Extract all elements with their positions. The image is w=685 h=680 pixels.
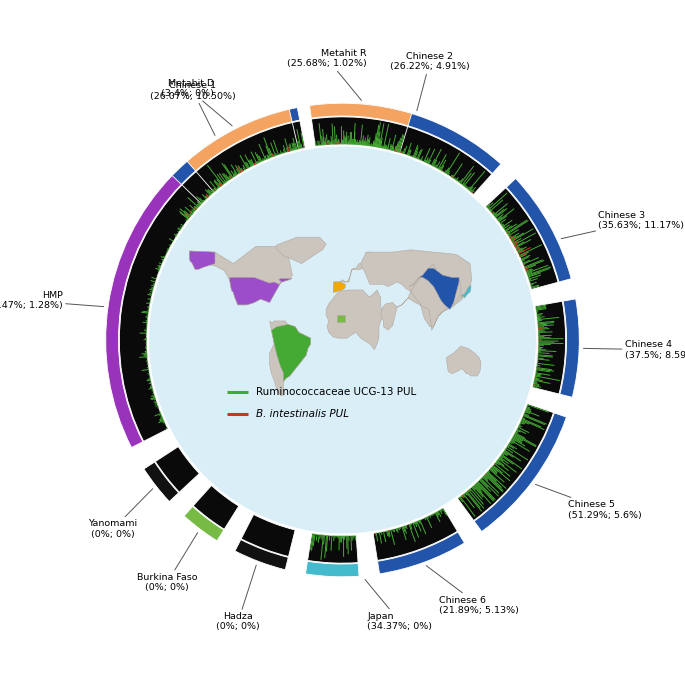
Wedge shape (193, 486, 239, 529)
Wedge shape (235, 540, 288, 570)
Wedge shape (310, 103, 412, 126)
Polygon shape (270, 321, 310, 396)
Text: Chinese 1
(26.07%; 10.50%): Chinese 1 (26.07%; 10.50%) (150, 81, 236, 135)
Wedge shape (474, 413, 566, 532)
Wedge shape (458, 404, 553, 520)
Polygon shape (338, 315, 345, 322)
Polygon shape (409, 268, 459, 309)
Text: Chinese 6
(21.89%; 5.13%): Chinese 6 (21.89%; 5.13%) (426, 566, 519, 615)
Wedge shape (155, 447, 199, 492)
Polygon shape (276, 237, 326, 264)
Polygon shape (326, 290, 384, 350)
Wedge shape (560, 299, 580, 397)
Wedge shape (306, 561, 359, 577)
Text: Yanomami
(0%; 0%): Yanomami (0%; 0%) (88, 489, 153, 539)
Circle shape (150, 148, 535, 532)
Text: Chinese 2
(26.22%; 4.91%): Chinese 2 (26.22%; 4.91%) (390, 52, 470, 111)
Wedge shape (319, 117, 492, 194)
Wedge shape (187, 109, 292, 171)
Wedge shape (532, 301, 566, 394)
Text: Chinese 5
(51.29%; 5.6%): Chinese 5 (51.29%; 5.6%) (536, 484, 642, 520)
Text: Burkina Faso
(0%; 0%): Burkina Faso (0%; 0%) (137, 532, 198, 592)
Polygon shape (461, 286, 471, 298)
Text: Chinese 4
(37.5%; 8.59%): Chinese 4 (37.5%; 8.59%) (584, 340, 685, 360)
Wedge shape (144, 462, 179, 501)
Polygon shape (334, 282, 345, 292)
Text: Metahit R
(25.68%; 1.02%): Metahit R (25.68%; 1.02%) (287, 49, 367, 101)
Text: Hadza
(0%; 0%): Hadza (0%; 0%) (216, 565, 260, 632)
Polygon shape (229, 277, 292, 305)
Polygon shape (190, 251, 215, 269)
Wedge shape (318, 103, 501, 173)
Wedge shape (377, 532, 464, 574)
Text: HMP
(7.47%; 1.28%): HMP (7.47%; 1.28%) (0, 291, 103, 310)
Wedge shape (105, 175, 182, 447)
Wedge shape (156, 107, 300, 202)
Polygon shape (361, 250, 472, 330)
Polygon shape (447, 346, 481, 376)
Wedge shape (166, 121, 305, 220)
Wedge shape (312, 117, 408, 153)
Polygon shape (334, 252, 370, 291)
Text: Chinese 3
(35.63%; 11.17%): Chinese 3 (35.63%; 11.17%) (561, 211, 684, 239)
Text: B. intestinalis PUL: B. intestinalis PUL (256, 409, 349, 420)
Text: Metahit D
(3.4%; 0%): Metahit D (3.4%; 0%) (162, 79, 232, 126)
Wedge shape (241, 515, 295, 556)
Wedge shape (119, 185, 201, 441)
Wedge shape (373, 508, 458, 560)
Polygon shape (271, 324, 310, 381)
Wedge shape (196, 122, 299, 192)
Text: Ruminococcaceae UCG-13 PUL: Ruminococcaceae UCG-13 PUL (256, 387, 416, 396)
Wedge shape (308, 533, 358, 563)
Text: Japan
(34.37%; 0%): Japan (34.37%; 0%) (365, 579, 432, 631)
Wedge shape (506, 179, 571, 282)
Polygon shape (190, 246, 292, 305)
Wedge shape (184, 507, 224, 541)
Wedge shape (486, 188, 558, 289)
